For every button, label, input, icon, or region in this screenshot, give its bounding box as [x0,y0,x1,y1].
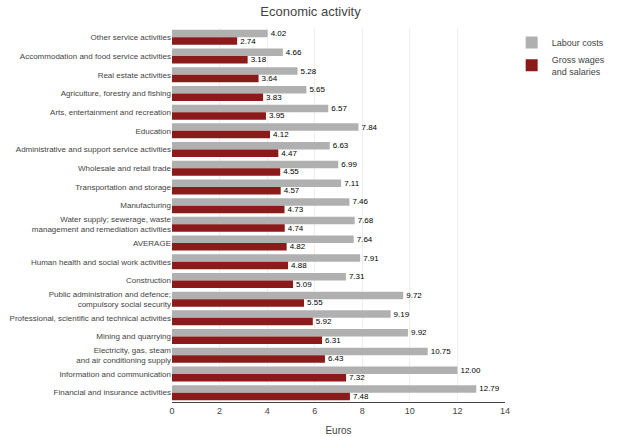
svg-text:Education: Education [135,127,171,136]
svg-text:7.31: 7.31 [349,272,365,281]
svg-text:0: 0 [169,406,174,416]
svg-text:12.79: 12.79 [479,384,500,393]
svg-text:6.43: 6.43 [328,354,344,363]
svg-text:Economic activity: Economic activity [260,4,361,19]
svg-text:5.28: 5.28 [301,67,317,76]
svg-text:4.88: 4.88 [291,261,307,270]
svg-text:5.65: 5.65 [309,85,325,94]
svg-text:Water supply; sewerage, wastem: Water supply; sewerage, wastemanagement … [32,215,172,234]
svg-text:3.64: 3.64 [262,74,278,83]
svg-text:6: 6 [312,406,317,416]
svg-text:7.91: 7.91 [363,254,379,263]
svg-text:6.99: 6.99 [341,160,357,169]
svg-text:4.12: 4.12 [273,130,289,139]
svg-text:4.47: 4.47 [281,149,297,158]
svg-text:Transportation and storage: Transportation and storage [75,183,171,192]
svg-text:4.82: 4.82 [290,242,306,251]
svg-text:Mining and quarrying: Mining and quarrying [96,332,171,341]
svg-text:4: 4 [265,406,270,416]
svg-text:Electricity, gas, steamand air: Electricity, gas, steamand air condition… [76,346,171,365]
svg-text:9.72: 9.72 [406,291,422,300]
svg-text:AVERAGE: AVERAGE [133,239,171,248]
svg-text:7.11: 7.11 [344,179,360,188]
svg-text:6.63: 6.63 [333,141,349,150]
svg-text:10.75: 10.75 [431,347,452,356]
svg-text:Gross wagesand salaries: Gross wagesand salaries [552,55,605,77]
svg-text:4.66: 4.66 [286,48,302,57]
svg-text:10: 10 [405,406,415,416]
svg-text:14: 14 [500,406,510,416]
svg-text:6.31: 6.31 [325,336,341,345]
svg-text:7.68: 7.68 [358,216,374,225]
svg-text:5.55: 5.55 [307,298,323,307]
svg-text:Euros: Euros [325,425,351,436]
svg-text:Professional, scientific and t: Professional, scientific and technical a… [10,314,171,323]
svg-text:4.73: 4.73 [288,205,304,214]
svg-text:2.74: 2.74 [240,37,256,46]
svg-text:3.95: 3.95 [269,111,285,120]
svg-text:Labour costs: Labour costs [552,38,604,48]
svg-text:9.19: 9.19 [394,310,410,319]
svg-text:4.02: 4.02 [271,29,287,38]
svg-text:7.32: 7.32 [349,373,365,382]
svg-text:7.48: 7.48 [353,392,369,401]
svg-text:Other service activities: Other service activities [91,33,171,42]
svg-text:Human health and social work a: Human health and social work activities [31,258,171,267]
svg-text:9.92: 9.92 [411,328,427,337]
svg-text:Real estate activities: Real estate activities [98,71,171,80]
svg-text:Arts, entertainment and recrea: Arts, entertainment and recreation [50,108,171,117]
svg-text:Accommodation and food service: Accommodation and food service activitie… [20,52,171,61]
svg-text:7.84: 7.84 [361,123,377,132]
svg-text:8: 8 [360,406,365,416]
svg-text:2: 2 [217,406,222,416]
svg-text:7.64: 7.64 [357,235,373,244]
svg-text:3.83: 3.83 [266,93,282,102]
svg-text:3.18: 3.18 [251,55,267,64]
svg-text:12: 12 [452,406,462,416]
svg-text:4.74: 4.74 [288,224,304,233]
svg-text:7.46: 7.46 [352,197,368,206]
svg-text:Information and communication: Information and communication [59,370,171,379]
svg-text:4.55: 4.55 [283,167,299,176]
svg-text:Agriculture, forestry and fish: Agriculture, forestry and fishing [61,89,171,98]
svg-text:Wholesale and retail trade: Wholesale and retail trade [78,164,171,173]
svg-text:4.57: 4.57 [284,186,300,195]
svg-text:Public administration and defe: Public administration and defence;compul… [49,290,171,309]
svg-text:6.57: 6.57 [331,104,347,113]
svg-text:Manufacturing: Manufacturing [120,201,171,210]
svg-text:Administrative and support ser: Administrative and support service activ… [16,145,171,154]
svg-text:Construction: Construction [126,276,171,285]
svg-text:5.92: 5.92 [316,317,332,326]
svg-text:12.00: 12.00 [460,366,481,375]
svg-text:5.09: 5.09 [296,280,312,289]
svg-text:Financial and insurance activi: Financial and insurance activities [54,388,171,397]
